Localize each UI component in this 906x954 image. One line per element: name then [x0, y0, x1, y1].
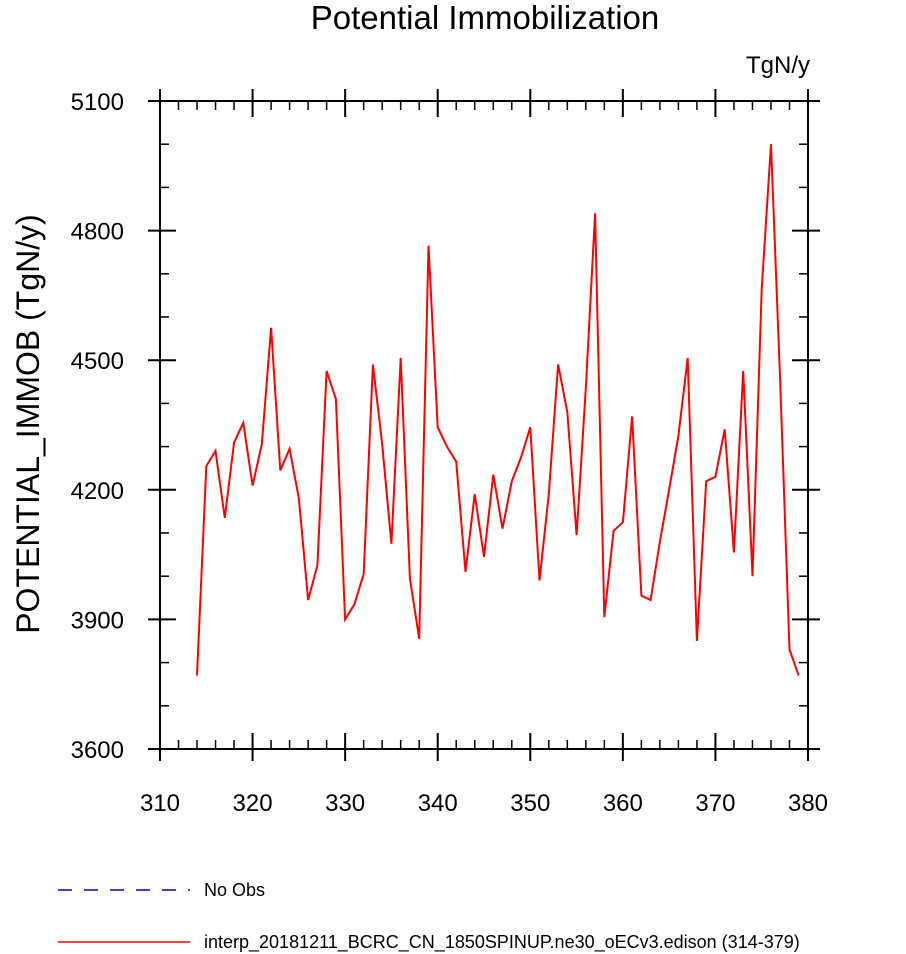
legend-label: No Obs — [204, 880, 266, 900]
x-tick-label: 310 — [140, 790, 180, 817]
y-tick-label: 4500 — [71, 348, 124, 375]
x-tick-label: 350 — [510, 790, 550, 817]
plot-frame — [159, 100, 809, 750]
legend-item-model-run: interp_20181211_BCRC_CN_1850SPINUP.ne30_… — [58, 930, 800, 954]
legend-label: interp_20181211_BCRC_CN_1850SPINUP.ne30_… — [204, 932, 800, 952]
x-tick-label: 360 — [603, 790, 643, 817]
x-tick-label: 370 — [695, 790, 735, 817]
x-tick-label: 330 — [325, 790, 365, 817]
y-tick-label: 3900 — [71, 607, 124, 634]
legend-swatch-solid-red — [58, 941, 190, 943]
y-tick-label: 3600 — [71, 737, 124, 764]
x-tick-label: 340 — [418, 790, 458, 817]
legend-item-no-obs: No Obs — [58, 878, 265, 902]
units-label: TgN/y — [745, 52, 810, 79]
x-tick-label: 380 — [788, 790, 828, 817]
y-tick-label: 4200 — [71, 478, 124, 505]
series-line-0 — [196, 144, 800, 676]
y-tick-label: 4800 — [71, 219, 124, 246]
chart-title: Potential Immobilization — [310, 0, 660, 36]
y-tick-label: 5100 — [71, 89, 124, 116]
legend-swatch-dashed-blue — [58, 889, 190, 891]
x-tick-label: 320 — [233, 790, 273, 817]
